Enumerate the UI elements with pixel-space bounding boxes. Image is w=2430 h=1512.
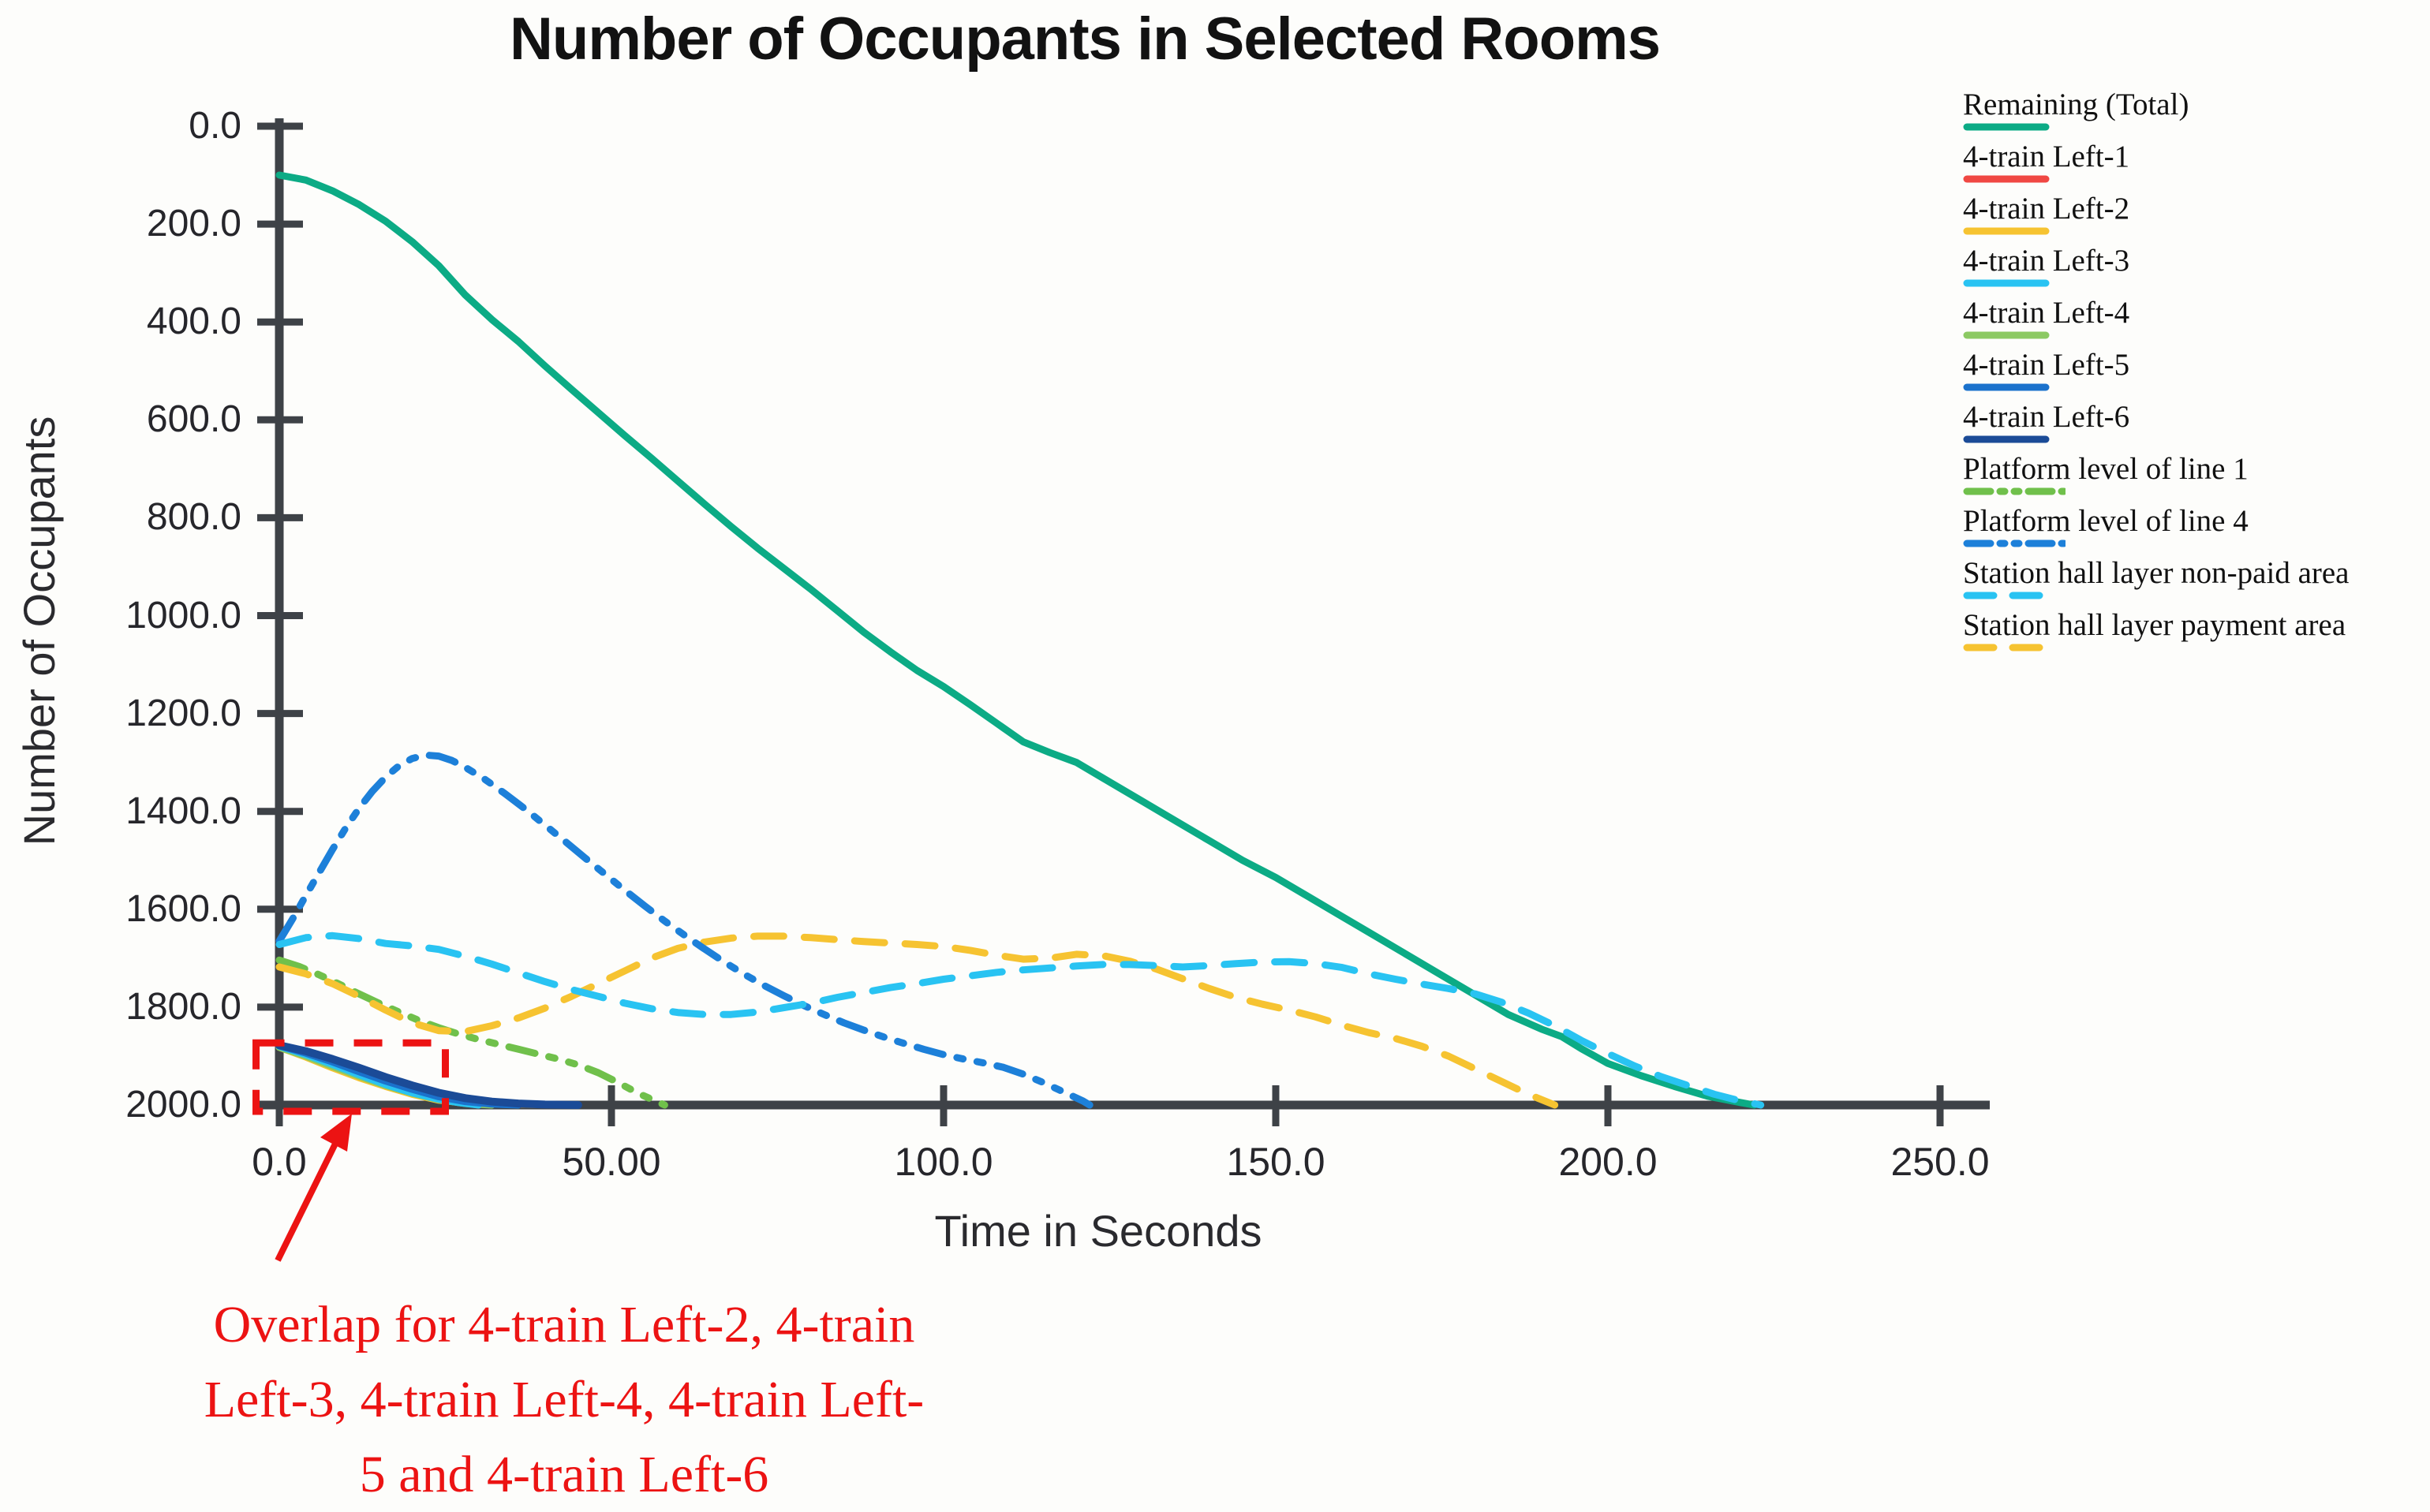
- y-tick-label: 1600.0: [125, 887, 241, 930]
- y-tick-label: 1800.0: [125, 985, 241, 1028]
- overlap-highlight-box: [252, 1039, 449, 1115]
- legend-label: 4-train Left-6: [1963, 400, 2130, 434]
- x-tick-label: 150.0: [1226, 1140, 1325, 1184]
- legend-swatch-4-train-left-6: [1963, 435, 2050, 443]
- legend-swatch-4-train-left-1: [1963, 175, 2050, 183]
- chart-canvas: [252, 118, 1990, 1262]
- series-station-hall-layer-non-paid-area: [275, 931, 1765, 1109]
- y-tick-label: 600.0: [146, 398, 241, 441]
- legend-entry: 4-train Left-4: [1963, 297, 2349, 349]
- y-tick-label: 800.0: [146, 496, 241, 539]
- legend-entry: Platform level of line 1: [1963, 453, 2349, 505]
- series-remaining-total-: [275, 171, 1758, 1109]
- legend-swatch-4-train-left-4: [1963, 331, 2050, 339]
- legend-swatch-4-train-left-3: [1963, 279, 2050, 287]
- legend-label: Platform level of line 1: [1963, 452, 2249, 486]
- overlap-annotation: Overlap for 4-train Left-2, 4-train Left…: [63, 1287, 1065, 1512]
- legend-label: Station hall layer payment area: [1963, 608, 2346, 642]
- x-tick-label: 200.0: [1558, 1140, 1658, 1184]
- legend-entry: Platform level of line 4: [1963, 505, 2349, 557]
- legend-swatch-4-train-left-2: [1963, 227, 2050, 235]
- legend-entry: 4-train Left-3: [1963, 245, 2349, 297]
- series-platform-level-of-line-4: [275, 751, 1094, 1109]
- y-tick-label: 0.0: [189, 105, 241, 147]
- y-tick-label: 2000.0: [125, 1084, 241, 1126]
- overlap-annotation-line-2: Left-3, 4-train Left-4, 4-train Left-: [204, 1371, 925, 1428]
- x-tick-label: 0.0: [252, 1140, 307, 1184]
- x-tick-label: 250.0: [1890, 1140, 1990, 1184]
- legend-label: 4-train Left-2: [1963, 192, 2130, 226]
- x-tick-label: 50.00: [562, 1140, 661, 1184]
- legend-entry: 4-train Left-2: [1963, 192, 2349, 245]
- y-tick-label: 1000.0: [125, 594, 241, 637]
- x-axis-title: Time in Seconds: [934, 1206, 1262, 1256]
- y-tick-label: 1200.0: [125, 692, 241, 734]
- series-4-train-left-6: [275, 1041, 582, 1109]
- overlap-annotation-line-3: 5 and 4-train Left-6: [359, 1446, 769, 1503]
- legend-entry: Remaining (Total): [1963, 88, 2349, 140]
- legend-swatch-4-train-left-5: [1963, 383, 2050, 391]
- legend: Remaining (Total) 4-train Left-1 4-train…: [1963, 88, 2349, 661]
- legend-label: Station hall layer non-paid area: [1963, 556, 2350, 590]
- page-title: Number of Occupants in Selected Rooms: [510, 6, 1661, 73]
- overlap-annotation-line-1: Overlap for 4-train Left-2, 4-train: [213, 1296, 915, 1353]
- series-station-hall-layer-payment-area: [275, 932, 1559, 1109]
- legend-entry: 4-train Left-1: [1963, 140, 2349, 192]
- legend-entry: Station hall layer non-paid area: [1963, 557, 2349, 609]
- legend-label: 4-train Left-4: [1963, 296, 2130, 330]
- x-tick-label: 100.0: [894, 1140, 993, 1184]
- legend-label: Platform level of line 4: [1963, 504, 2249, 538]
- legend-swatch-remaining-total: [1963, 123, 2050, 131]
- y-tick-label: 400.0: [146, 301, 241, 343]
- legend-entry: Station hall layer payment area: [1963, 609, 2349, 661]
- legend-swatch-platform-line-4: [1963, 539, 2066, 547]
- annotation-arrowhead: [320, 1114, 352, 1152]
- legend-entry: 4-train Left-6: [1963, 401, 2349, 453]
- y-tick-label: 1400.0: [125, 790, 241, 832]
- legend-label: 4-train Left-1: [1963, 140, 2130, 174]
- legend-label: 4-train Left-5: [1963, 348, 2130, 382]
- legend-swatch-non-paid-area: [1963, 592, 2058, 599]
- legend-swatch-platform-line-1: [1963, 487, 2066, 495]
- legend-label: Remaining (Total): [1963, 88, 2189, 121]
- legend-label: 4-train Left-3: [1963, 244, 2130, 278]
- y-tick-label: 200.0: [146, 203, 241, 245]
- legend-swatch-payment-area: [1963, 644, 2058, 651]
- annotation-arrow: [275, 1137, 341, 1262]
- legend-entry: 4-train Left-5: [1963, 349, 2349, 401]
- series-platform-level-of-line-1: [275, 956, 668, 1109]
